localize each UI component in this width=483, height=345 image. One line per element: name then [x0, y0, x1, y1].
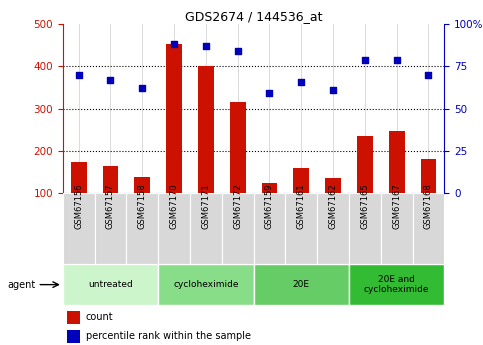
Text: GSM67170: GSM67170	[170, 183, 179, 229]
Bar	[293, 168, 309, 193]
Text: GSM67165: GSM67165	[360, 183, 369, 229]
Bar	[381, 193, 412, 264]
Text: 20E: 20E	[293, 280, 310, 289]
Bar	[63, 193, 95, 264]
Point	[393, 57, 400, 62]
Bar	[421, 159, 437, 193]
Point	[139, 86, 146, 91]
Bar	[158, 193, 190, 264]
Bar	[67, 330, 80, 343]
Bar	[349, 264, 444, 305]
Text: GSM67159: GSM67159	[265, 183, 274, 229]
Point	[425, 72, 432, 78]
Point	[361, 57, 369, 62]
Text: percentile rank within the sample: percentile rank within the sample	[85, 331, 251, 341]
Bar	[190, 193, 222, 264]
Bar	[325, 178, 341, 193]
Bar	[357, 136, 373, 193]
Point	[202, 43, 210, 49]
Point	[107, 77, 114, 83]
Point	[329, 87, 337, 93]
Bar	[67, 311, 80, 324]
Bar	[95, 193, 127, 264]
Text: GSM67171: GSM67171	[201, 183, 211, 229]
Text: 20E and
cycloheximide: 20E and cycloheximide	[364, 275, 429, 294]
Text: GSM67167: GSM67167	[392, 183, 401, 229]
Text: GSM67161: GSM67161	[297, 183, 306, 229]
Bar	[158, 264, 254, 305]
Bar	[127, 193, 158, 264]
Bar	[412, 193, 444, 264]
Bar	[261, 183, 277, 193]
Bar	[349, 193, 381, 264]
Title: GDS2674 / 144536_at: GDS2674 / 144536_at	[185, 10, 322, 23]
Bar	[230, 102, 246, 193]
Bar	[317, 193, 349, 264]
Point	[75, 72, 83, 78]
Point	[170, 42, 178, 47]
Bar	[389, 131, 405, 193]
Point	[266, 91, 273, 96]
Bar	[285, 193, 317, 264]
Point	[234, 48, 242, 54]
Bar	[63, 264, 158, 305]
Bar	[134, 177, 150, 193]
Text: GSM67168: GSM67168	[424, 183, 433, 229]
Text: GSM67172: GSM67172	[233, 183, 242, 229]
Bar	[102, 166, 118, 193]
Text: GSM67156: GSM67156	[74, 183, 83, 229]
Bar	[198, 66, 214, 193]
Text: GSM67162: GSM67162	[328, 183, 338, 229]
Text: cycloheximide: cycloheximide	[173, 280, 239, 289]
Text: untreated: untreated	[88, 280, 133, 289]
Bar	[254, 264, 349, 305]
Text: GSM67157: GSM67157	[106, 183, 115, 229]
Text: agent: agent	[8, 280, 36, 289]
Point	[298, 79, 305, 85]
Bar	[166, 45, 182, 193]
Bar	[222, 193, 254, 264]
Text: count: count	[85, 312, 114, 322]
Text: GSM67158: GSM67158	[138, 183, 147, 229]
Bar	[71, 161, 86, 193]
Bar	[254, 193, 285, 264]
